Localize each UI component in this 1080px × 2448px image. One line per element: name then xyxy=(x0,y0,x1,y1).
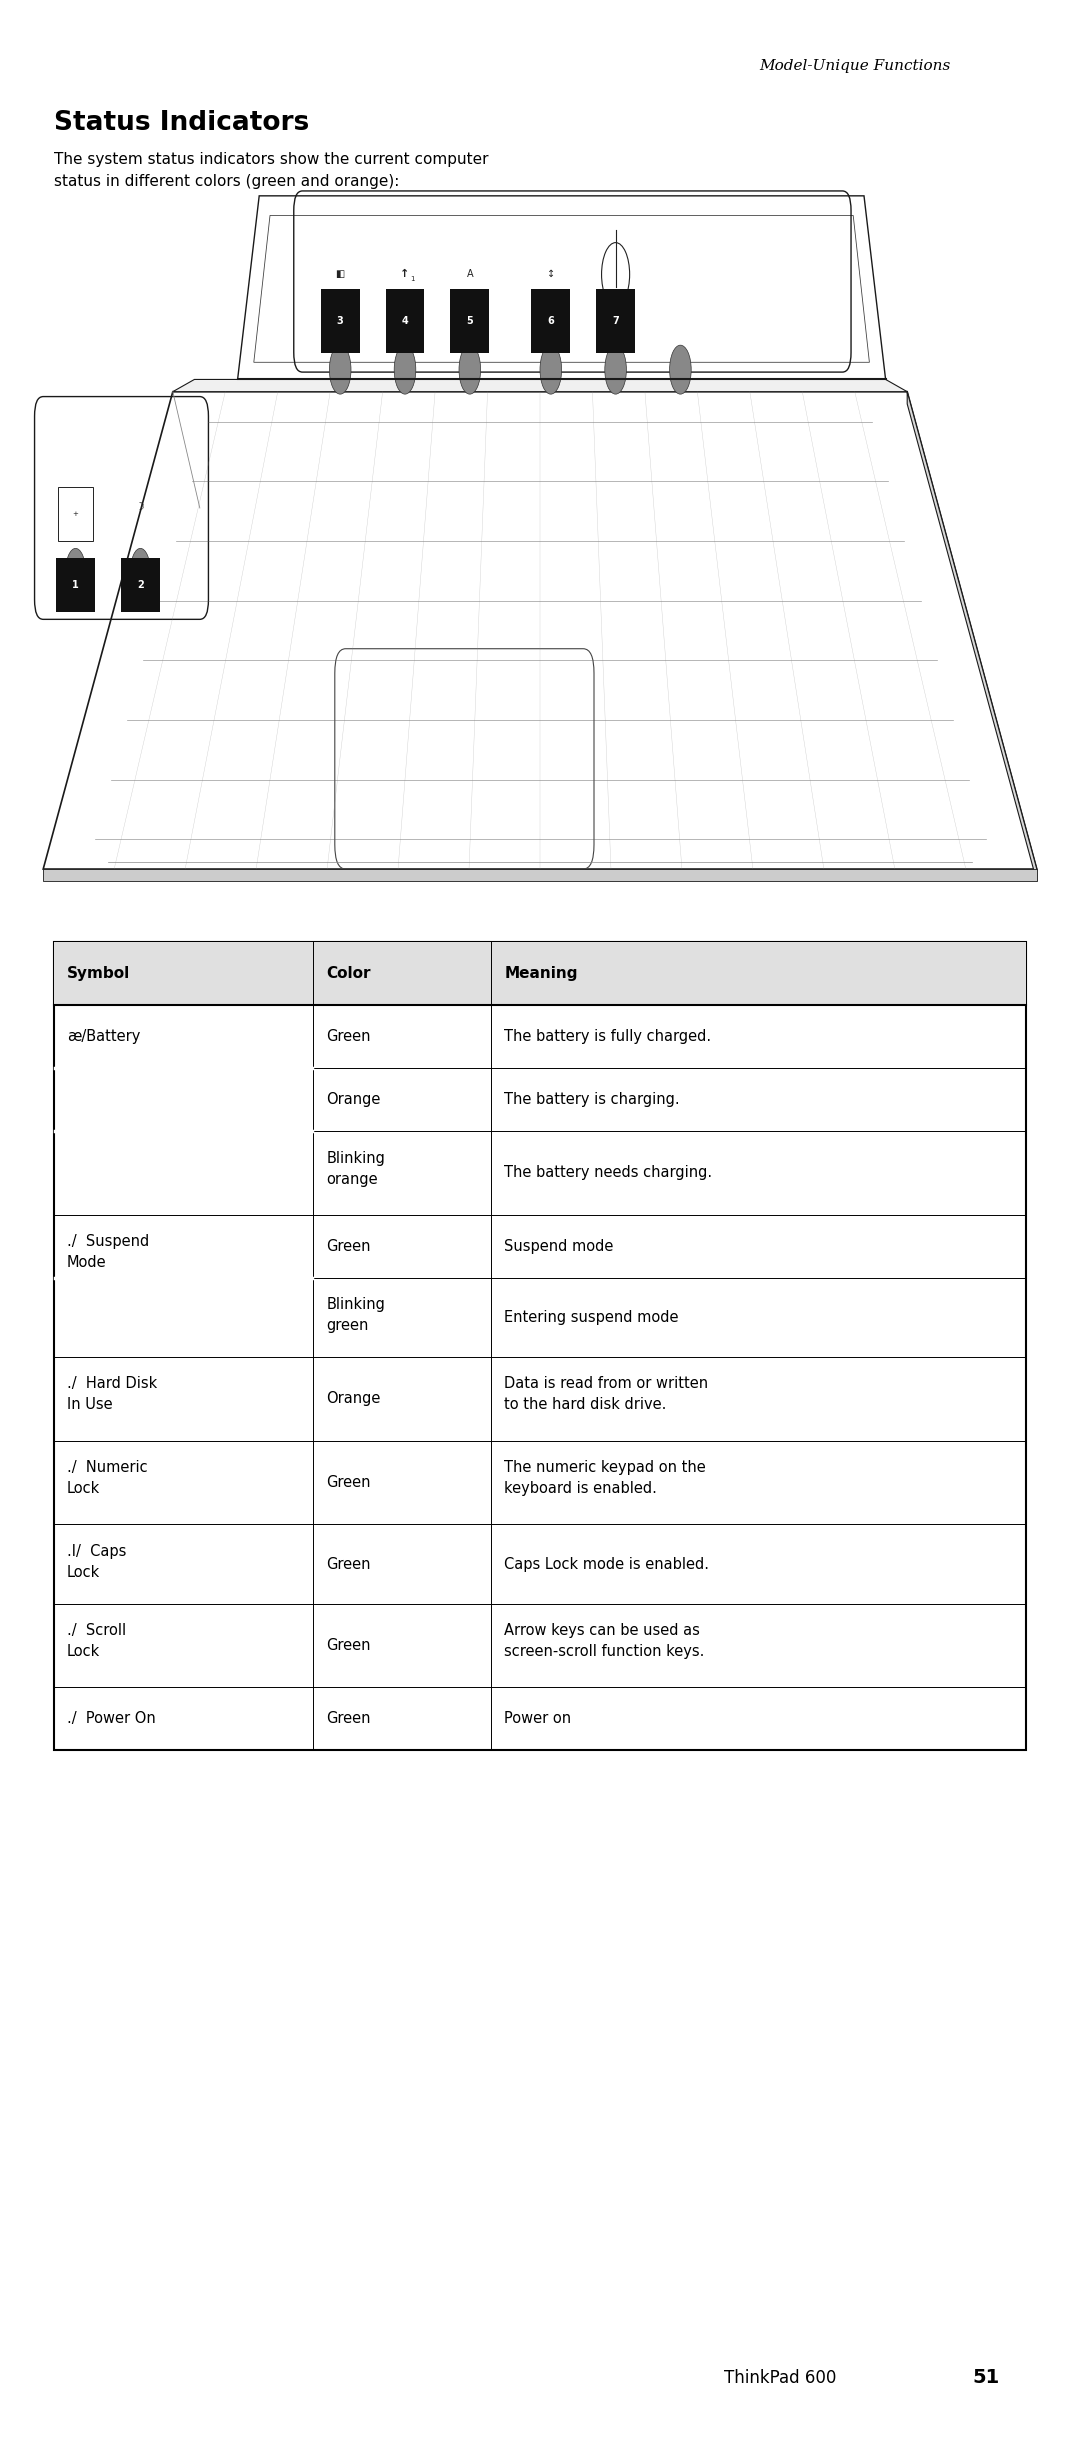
Text: ↑: ↑ xyxy=(401,269,409,279)
Text: Blinking
orange: Blinking orange xyxy=(326,1151,386,1187)
FancyBboxPatch shape xyxy=(596,289,635,353)
Circle shape xyxy=(66,548,85,592)
Text: .I/  Caps
Lock: .I/ Caps Lock xyxy=(67,1545,126,1579)
Text: Data is read from or written
to the hard disk drive.: Data is read from or written to the hard… xyxy=(504,1376,708,1412)
Text: The numeric keypad on the
keyboard is enabled.: The numeric keypad on the keyboard is en… xyxy=(504,1461,706,1496)
Polygon shape xyxy=(43,869,1037,881)
Text: Power on: Power on xyxy=(504,1711,571,1726)
Polygon shape xyxy=(173,379,907,392)
Text: The battery is fully charged.: The battery is fully charged. xyxy=(504,1028,712,1045)
Text: Model-Unique Functions: Model-Unique Functions xyxy=(759,59,950,73)
Text: A: A xyxy=(467,269,473,279)
Text: Color: Color xyxy=(326,967,370,982)
Text: The system status indicators show the current computer
status in different color: The system status indicators show the cu… xyxy=(54,152,488,188)
FancyBboxPatch shape xyxy=(531,289,570,353)
Text: Meaning: Meaning xyxy=(504,967,578,982)
Text: 2: 2 xyxy=(137,580,144,590)
Text: Status Indicators: Status Indicators xyxy=(54,110,309,137)
Circle shape xyxy=(459,345,481,394)
Text: Green: Green xyxy=(326,1711,370,1726)
Text: Entering suspend mode: Entering suspend mode xyxy=(504,1310,679,1324)
Text: ./  Scroll
Lock: ./ Scroll Lock xyxy=(67,1623,126,1660)
Text: Green: Green xyxy=(326,1557,370,1572)
Circle shape xyxy=(670,345,691,394)
Text: 1: 1 xyxy=(72,580,79,590)
Text: +: + xyxy=(72,512,79,517)
Text: Green: Green xyxy=(326,1638,370,1652)
Bar xyxy=(54,942,1026,1750)
Text: 7: 7 xyxy=(612,316,619,326)
Circle shape xyxy=(394,345,416,394)
Circle shape xyxy=(605,345,626,394)
Text: 4: 4 xyxy=(402,316,408,326)
Text: The battery is charging.: The battery is charging. xyxy=(504,1092,680,1106)
Polygon shape xyxy=(907,392,1037,881)
Text: Suspend mode: Suspend mode xyxy=(504,1239,613,1253)
Text: Green: Green xyxy=(326,1028,370,1045)
Text: Caps Lock mode is enabled.: Caps Lock mode is enabled. xyxy=(504,1557,710,1572)
Text: ./  Numeric
Lock: ./ Numeric Lock xyxy=(67,1461,148,1496)
Text: 6: 6 xyxy=(548,316,554,326)
FancyBboxPatch shape xyxy=(386,289,424,353)
Bar xyxy=(54,942,1026,1006)
Circle shape xyxy=(131,548,150,592)
FancyBboxPatch shape xyxy=(56,558,95,612)
Text: Symbol: Symbol xyxy=(67,967,131,982)
Text: 5: 5 xyxy=(467,316,473,326)
Text: Orange: Orange xyxy=(326,1390,380,1405)
Text: Blinking
green: Blinking green xyxy=(326,1297,386,1334)
Text: ☽: ☽ xyxy=(135,502,146,512)
Text: ◧: ◧ xyxy=(336,269,345,279)
FancyBboxPatch shape xyxy=(321,289,360,353)
Text: 3: 3 xyxy=(337,316,343,326)
Text: ThinkPad 600: ThinkPad 600 xyxy=(724,2370,836,2387)
Circle shape xyxy=(329,345,351,394)
Text: Orange: Orange xyxy=(326,1092,380,1106)
FancyBboxPatch shape xyxy=(450,289,489,353)
Text: ./  Power On: ./ Power On xyxy=(67,1711,156,1726)
Text: ./  Hard Disk
In Use: ./ Hard Disk In Use xyxy=(67,1376,158,1412)
Text: Green: Green xyxy=(326,1476,370,1491)
Text: Arrow keys can be used as
screen-scroll function keys.: Arrow keys can be used as screen-scroll … xyxy=(504,1623,705,1660)
Text: The battery needs charging.: The battery needs charging. xyxy=(504,1165,713,1180)
Text: 1: 1 xyxy=(410,277,415,282)
Text: ./  Suspend
Mode: ./ Suspend Mode xyxy=(67,1234,149,1271)
Text: Green: Green xyxy=(326,1239,370,1253)
Circle shape xyxy=(540,345,562,394)
Text: æ/Battery: æ/Battery xyxy=(67,1028,140,1045)
Text: 51: 51 xyxy=(972,2367,999,2387)
Text: ↕: ↕ xyxy=(546,269,555,279)
FancyBboxPatch shape xyxy=(121,558,160,612)
